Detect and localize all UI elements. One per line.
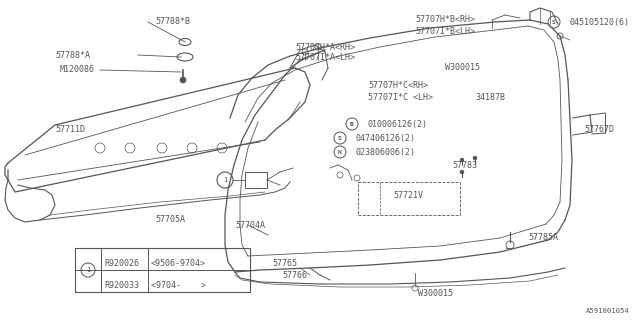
Text: 57707H*B<RH>: 57707H*B<RH>	[415, 15, 475, 25]
Text: 57704A: 57704A	[235, 220, 265, 229]
Text: 023806006(2): 023806006(2)	[356, 148, 416, 156]
Text: B: B	[350, 122, 354, 126]
Text: 57707H*A<RH>: 57707H*A<RH>	[295, 43, 355, 52]
Text: <9704-    >: <9704- >	[151, 282, 206, 291]
Text: W300015: W300015	[445, 63, 480, 73]
Text: 57707I*C <LH>: 57707I*C <LH>	[368, 92, 433, 101]
Text: 57767D: 57767D	[584, 125, 614, 134]
Text: 57721V: 57721V	[393, 190, 423, 199]
Text: R920033: R920033	[104, 282, 139, 291]
Circle shape	[180, 77, 186, 83]
Bar	[75, 248, 250, 292]
Circle shape	[460, 158, 464, 162]
Text: 1: 1	[86, 267, 90, 273]
Text: 57711D: 57711D	[55, 125, 85, 134]
Text: S: S	[338, 135, 342, 140]
Text: 57707I*A<LH>: 57707I*A<LH>	[295, 53, 355, 62]
Text: 57765: 57765	[272, 259, 297, 268]
Circle shape	[460, 170, 464, 174]
Text: 1: 1	[223, 177, 227, 183]
Text: S: S	[552, 20, 556, 25]
Text: 045105120(6): 045105120(6)	[570, 18, 630, 27]
Text: 57766: 57766	[282, 271, 307, 281]
Text: 34187B: 34187B	[475, 93, 505, 102]
Text: 57707H*C<RH>: 57707H*C<RH>	[368, 82, 428, 91]
Text: M120086: M120086	[60, 66, 95, 75]
Text: 57788*A: 57788*A	[55, 51, 90, 60]
Text: A591001054: A591001054	[586, 308, 630, 314]
Text: W300015: W300015	[418, 290, 453, 299]
Text: <9506-9704>: <9506-9704>	[151, 260, 206, 268]
Text: 57788*B: 57788*B	[155, 18, 190, 27]
Text: 57705A: 57705A	[155, 215, 185, 225]
Text: 57707I*B<LH>: 57707I*B<LH>	[415, 27, 475, 36]
Text: 57785A: 57785A	[528, 234, 558, 243]
Text: 047406126(2): 047406126(2)	[356, 133, 416, 142]
Text: R920026: R920026	[104, 260, 139, 268]
Text: 010006126(2): 010006126(2)	[368, 119, 428, 129]
Text: 57783: 57783	[452, 161, 477, 170]
Text: N: N	[338, 149, 342, 155]
Bar	[245, 172, 267, 188]
Circle shape	[473, 156, 477, 160]
